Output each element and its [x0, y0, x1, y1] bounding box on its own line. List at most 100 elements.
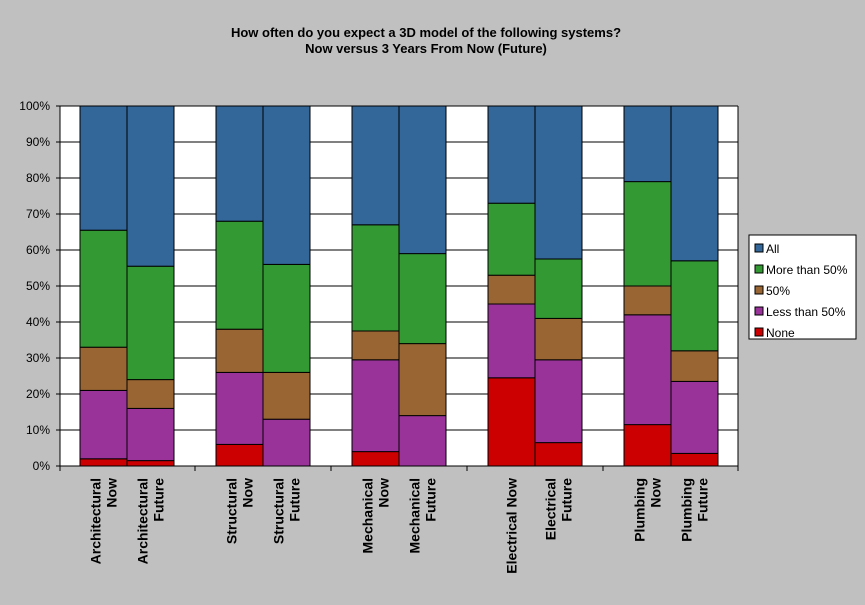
bar-segment-none [534, 442, 583, 467]
category-label-line: Now [648, 478, 664, 508]
chart-title-line: How often do you expect a 3D model of th… [231, 25, 621, 40]
legend: All More than 50% 50% Less than 50% None [748, 234, 857, 340]
bar-segment-50 [398, 343, 447, 417]
bar-segment-none [79, 458, 128, 467]
plot-area [60, 105, 738, 467]
legend-swatch [754, 285, 764, 295]
bar-segment-50 [487, 274, 536, 305]
legend-swatch [754, 264, 764, 274]
category-label-line: Mechanical [407, 478, 423, 553]
category-label: PlumbingFuture [679, 478, 711, 542]
legend-box [748, 234, 857, 340]
category-label-line: Future [559, 478, 575, 522]
bar-segment-less-than-50 [670, 380, 719, 454]
legend-swatch [754, 306, 764, 316]
bar-segment-more-than-50 [215, 220, 264, 330]
category-label-line: Architectural [135, 478, 151, 564]
bar-segment-50 [351, 330, 400, 361]
category-label: ArchitecturalNow [88, 478, 120, 564]
bar-segment-none [487, 377, 536, 467]
category-label: StructuralFuture [271, 478, 303, 544]
y-tick-label: 90% [26, 135, 50, 149]
bar-segment-more-than-50 [670, 260, 719, 352]
category-label-line: Architectural [88, 478, 104, 564]
y-tick-label: 70% [26, 207, 50, 221]
bar-segment-all [534, 105, 583, 260]
y-tick-label: 10% [26, 423, 50, 437]
category-label-line: Plumbing [632, 478, 648, 542]
bar-segment-50 [534, 317, 583, 361]
bar-segment-none [670, 452, 719, 467]
bar-segment-more-than-50 [79, 229, 128, 348]
category-label-line: Electrical [543, 478, 559, 540]
y-tick-label: 0% [33, 459, 51, 473]
category-label-line: Plumbing [679, 478, 695, 542]
bar-segment-more-than-50 [398, 253, 447, 345]
bar-segment-less-than-50 [487, 303, 536, 379]
y-tick-label: 50% [26, 279, 50, 293]
y-tick-label: 60% [26, 243, 50, 257]
category-label: ArchitecturalFuture [135, 478, 167, 565]
category-label-line: Structural [224, 478, 240, 544]
y-tick-label: 20% [26, 387, 50, 401]
bar-segment-50 [215, 328, 264, 373]
bar-segment-more-than-50 [126, 265, 175, 381]
bar-segment-more-than-50 [262, 263, 311, 373]
bar-segment-less-than-50 [351, 359, 400, 453]
bar-segment-less-than-50 [215, 371, 264, 445]
chart-title-line: Now versus 3 Years From Now (Future) [305, 41, 547, 56]
category-label: MechanicalNow [360, 478, 392, 554]
y-tick-label: 30% [26, 351, 50, 365]
bar-segment-50 [670, 350, 719, 382]
category-label-line: Future [695, 478, 711, 522]
bar-segment-50 [623, 285, 672, 316]
bar-segment-all [262, 105, 311, 265]
legend-swatch [754, 243, 764, 253]
category-label-line: Now [104, 478, 120, 508]
bar-segment-less-than-50 [262, 418, 311, 467]
bar-segment-50 [262, 371, 311, 420]
category-label-line: Future [287, 478, 303, 522]
legend-label: Less than 50% [766, 305, 846, 319]
category-label: Electrical Now [504, 478, 520, 574]
category-label: ElectricalFuture [543, 478, 575, 540]
y-tick-label: 80% [26, 171, 50, 185]
bar-segment-all [398, 105, 447, 255]
bar-segment-all [351, 105, 400, 226]
category-label-line: Now [376, 478, 392, 508]
legend-label: More than 50% [766, 263, 848, 277]
bar-segment-none [623, 424, 672, 467]
category-label-line: Future [151, 478, 167, 522]
chart-title: How often do you expect a 3D model of th… [231, 25, 621, 56]
y-tick-label: 100% [19, 99, 50, 113]
bar-segment-less-than-50 [534, 359, 583, 444]
bar-segment-all [126, 105, 175, 267]
bar-segment-less-than-50 [79, 389, 128, 460]
category-label-line: Now [240, 478, 256, 508]
bar-segment-all [623, 105, 672, 183]
y-tick-label: 40% [26, 315, 50, 329]
bar-segment-less-than-50 [398, 415, 447, 467]
bar-segment-none [126, 460, 175, 467]
bar-segment-50 [79, 346, 128, 391]
bar-segment-all [215, 105, 264, 222]
bar-segment-more-than-50 [623, 181, 672, 287]
bar-segment-all [79, 105, 128, 231]
bar-segment-none [351, 451, 400, 467]
axes: 0% 10% 20% 30% 40% 50% 60% 70% 80% 90% 100% Archite… [19, 99, 739, 574]
category-label-line: Structural [271, 478, 287, 544]
bar-segment-all [670, 105, 719, 262]
category-label: MechanicalFuture [407, 478, 439, 554]
category-label-line: Electrical Now [504, 478, 520, 574]
legend-label: All [766, 242, 779, 256]
bar-segment-less-than-50 [623, 314, 672, 426]
bar-segment-more-than-50 [351, 224, 400, 332]
category-label: PlumbingNow [632, 478, 664, 542]
legend-swatch [754, 327, 764, 337]
bar-segment-all [487, 105, 536, 204]
legend-label: 50% [766, 284, 790, 298]
bar-segment-more-than-50 [534, 258, 583, 319]
bar-segment-less-than-50 [126, 407, 175, 462]
